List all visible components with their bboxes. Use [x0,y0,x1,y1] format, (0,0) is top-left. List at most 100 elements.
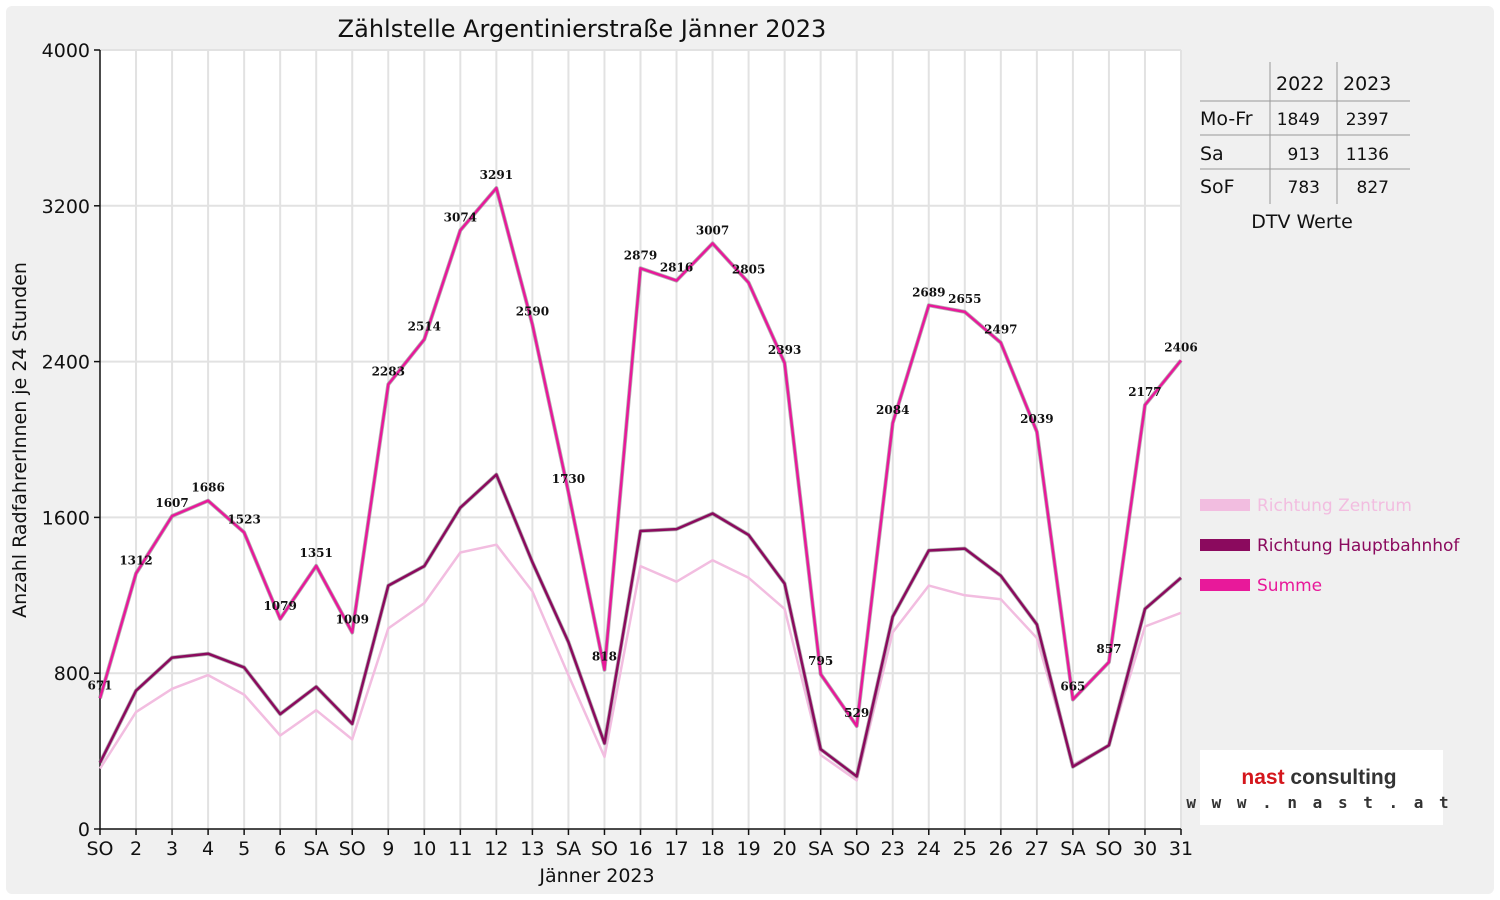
dtv-header-2023: 2023 [1343,73,1391,95]
legend-swatch-zentrum [1200,499,1250,511]
legend-entry-summe: Summe [1257,576,1322,596]
data-label: 1351 [299,546,332,560]
data-label: 2406 [1164,340,1197,354]
y-axis-label: Anzahl RadfahrerInnen je 24 Stunden [9,262,31,618]
y-tick-label: 1600 [42,507,90,529]
data-label: 2655 [948,292,981,306]
y-tick-label: 4000 [42,40,90,62]
dtv-cell: 827 [1357,178,1389,198]
y-tick-label: 3200 [42,196,90,218]
x-axis-ticks: SO 2 3 4 5 6 SA SO 9 10 11 12 13 SA SO 16 17 18 19 20 SA SO 23… [86,829,1193,860]
data-label: 2039 [1020,412,1053,426]
x-tick-label: 31 [1169,838,1193,860]
data-label: 671 [87,678,112,692]
y-tick-label: 0 [78,819,90,841]
x-tick-label: SO [86,838,113,860]
x-tick-label: 20 [773,838,797,860]
x-tick-label: 19 [737,838,761,860]
dtv-header-2022: 2022 [1276,73,1324,95]
x-tick-label: SA [556,838,581,860]
data-label: 3007 [696,223,729,237]
data-label: 2514 [408,319,441,333]
x-tick-label: 18 [700,838,724,860]
dtv-cell: 783 [1288,178,1320,198]
x-tick-label: 17 [664,838,688,860]
dtv-cell: 1136 [1346,145,1389,165]
data-label: 665 [1060,679,1085,693]
data-label: 2283 [372,364,405,378]
x-axis-label: Jänner 2023 [538,865,654,887]
legend: Richtung Zentrum Richtung Hauptbahnhof S… [1200,496,1460,596]
data-label: 1009 [336,612,369,626]
data-label: 1730 [552,472,585,486]
data-label: 2805 [732,263,765,277]
series-line-summe [98,186,1182,728]
data-label: 2590 [516,305,549,319]
logo-name: nast consulting [1241,766,1396,789]
y-axis-ticks: 0 800 1600 2400 3200 4000 [42,40,100,841]
y-tick-label: 2400 [42,352,90,374]
x-tick-label: 2 [130,838,142,860]
data-label: 1079 [263,599,296,613]
nast-consulting-logo: nast consulting w w w . n a s t . a t [1186,750,1451,825]
data-label: 2497 [984,323,1017,337]
data-label: 795 [808,654,833,668]
x-tick-label: SO [591,838,618,860]
x-tick-label: SO [843,838,870,860]
dtv-cell: 913 [1288,145,1320,165]
x-tick-label: 13 [520,838,544,860]
dtv-table: 2022 2023 Mo-Fr 1849 2397 Sa 913 1136 So… [1200,62,1410,233]
data-label: 2177 [1128,385,1161,399]
data-label: 2084 [876,403,909,417]
dtv-caption: DTV Werte [1251,211,1353,233]
data-label: 3291 [480,168,513,182]
legend-swatch-summe [1200,579,1250,591]
x-tick-label: 25 [953,838,977,860]
x-tick-label: SA [808,838,833,860]
dtv-row-label: Sa [1200,143,1224,165]
data-label: 2689 [912,285,945,299]
series-line-richtung-zentrum [98,543,1182,782]
dtv-cell: 2397 [1346,110,1389,130]
data-label: 1686 [191,481,224,495]
x-tick-label: 30 [1133,838,1157,860]
x-tick-label: 24 [917,838,941,860]
x-tick-label: 16 [628,838,652,860]
x-tick-label: 6 [274,838,286,860]
x-tick-label: 9 [382,838,394,860]
x-tick-label: 3 [166,838,178,860]
legend-entry-hauptbahnhof: Richtung Hauptbahnhof [1257,536,1460,556]
legend-swatch-hauptbahnhof [1200,539,1250,551]
x-tick-label: SO [1095,838,1122,860]
data-label: 529 [844,706,869,720]
y-tick-label: 800 [54,663,90,685]
legend-entry-zentrum: Richtung Zentrum [1257,496,1412,516]
x-tick-label: 5 [238,838,250,860]
dtv-row-label: Mo-Fr [1200,108,1253,130]
dtv-row-label: SoF [1200,176,1235,198]
data-label: 2393 [768,343,801,357]
x-tick-label: 11 [448,838,472,860]
data-label: 857 [1096,642,1121,656]
chart-title: Zählstelle Argentinierstraße Jänner 2023 [338,15,827,43]
data-label: 1523 [227,512,260,526]
data-label: 3074 [444,210,477,224]
logo-url: w w w . n a s t . a t [1186,793,1451,812]
series-lines [98,186,1183,782]
x-tick-label: SA [303,838,328,860]
series-line-richtung-hauptbahnhof [98,473,1182,778]
x-tick-label: SA [1060,838,1085,860]
x-tick-label: SO [339,838,366,860]
x-tick-label: 10 [412,838,436,860]
dtv-cell: 1849 [1277,110,1320,130]
x-tick-label: 27 [1025,838,1049,860]
data-label: 1607 [155,496,188,510]
x-tick-label: 26 [989,838,1013,860]
x-tick-label: 23 [881,838,905,860]
data-label: 1312 [119,553,152,567]
x-tick-label: 12 [484,838,508,860]
data-label: 818 [592,650,617,664]
data-label: 2816 [660,261,693,275]
